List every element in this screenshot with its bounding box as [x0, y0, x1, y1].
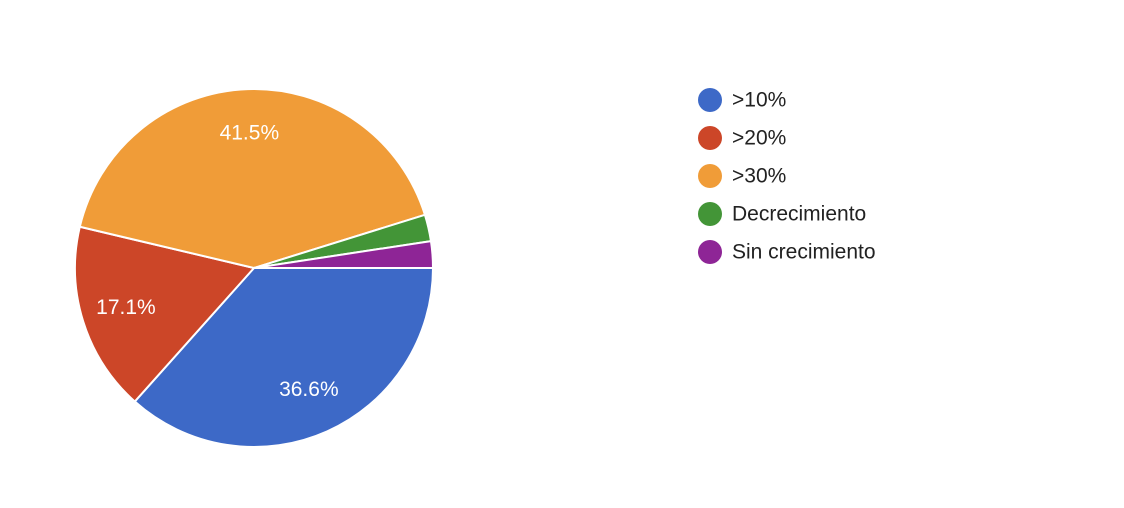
legend-label: >30% — [732, 165, 786, 188]
legend-swatch — [698, 164, 722, 188]
legend-swatch — [698, 88, 722, 112]
pie-slice — [74, 225, 256, 403]
pie-slice — [133, 267, 435, 448]
slice-label: 36.6% — [279, 378, 339, 401]
legend-label: >20% — [732, 127, 786, 150]
legend-swatch — [698, 240, 722, 264]
legend-swatch — [698, 202, 722, 226]
pie-slice — [253, 239, 435, 269]
pie-slice — [78, 88, 427, 270]
slice-label: 17.1% — [96, 296, 156, 319]
legend-swatch — [698, 126, 722, 150]
legend-label: >10% — [732, 89, 786, 112]
legend-label: Sin crecimiento — [732, 241, 876, 264]
slice-label: 41.5% — [220, 121, 280, 144]
legend-label: Decrecimiento — [732, 203, 866, 226]
